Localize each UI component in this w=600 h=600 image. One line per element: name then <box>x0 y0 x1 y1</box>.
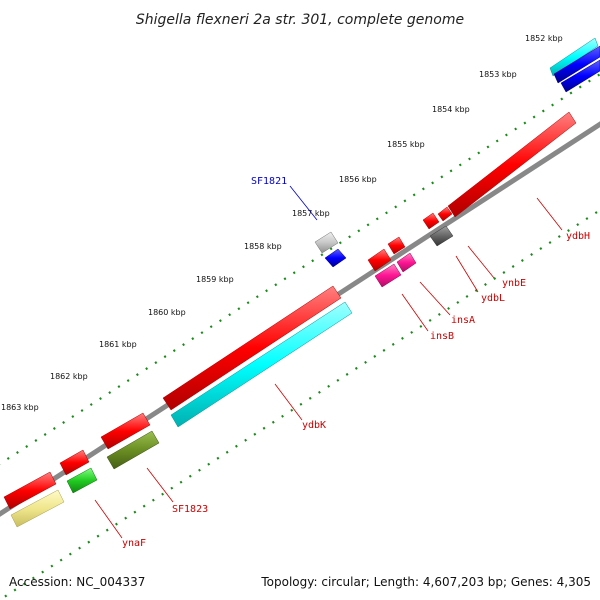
feature-dark-gray[interactable] <box>429 225 454 247</box>
gene-sf1823-fwd[interactable] <box>100 412 151 450</box>
gene-ydbH[interactable] <box>447 111 577 218</box>
tick-1856: 1856 kbp <box>339 175 377 184</box>
label-ydbK[interactable]: ydbK <box>302 420 326 431</box>
label-insA[interactable]: insA <box>451 315 475 326</box>
feature-green[interactable] <box>66 467 98 494</box>
gene-left-red[interactable] <box>3 471 57 510</box>
feature-sf1821-gray[interactable] <box>314 231 339 254</box>
feature-khaki[interactable] <box>10 489 65 528</box>
gene-ydbL[interactable] <box>422 212 440 230</box>
label-ydbL[interactable]: ydbL <box>481 293 505 304</box>
tick-1853: 1853 kbp <box>479 70 517 79</box>
gene-insA[interactable] <box>387 236 406 255</box>
inner-tick-track <box>0 144 600 600</box>
outer-tick-track <box>0 48 600 508</box>
feature-cyan-top[interactable] <box>549 37 599 77</box>
feature-blue-top-1[interactable] <box>553 45 600 84</box>
tick-1860: 1860 kbp <box>148 308 186 317</box>
topology-text: Topology: circular; Length: 4,607,203 bp… <box>260 575 591 589</box>
tick-1863: 1863 kbp <box>1 403 39 412</box>
feature-magenta-1[interactable] <box>396 252 417 273</box>
feature-cyan-ydbK[interactable] <box>170 301 353 428</box>
gene-ynbE[interactable] <box>437 206 453 222</box>
feature-blue-top-2[interactable] <box>560 59 600 93</box>
feature-sf1821-blue[interactable] <box>324 248 347 268</box>
forward-genes <box>3 111 577 510</box>
gene-labels: SF1821 ydbH ynbE ydbL insA insB ydbK SF1… <box>122 176 590 549</box>
label-ynbE[interactable]: ynbE <box>502 278 526 289</box>
tick-1855: 1855 kbp <box>387 140 425 149</box>
label-ydbH[interactable]: ydbH <box>566 231 590 242</box>
label-ynaF[interactable]: ynaF <box>122 538 146 549</box>
tick-1859: 1859 kbp <box>196 275 234 284</box>
tick-1861: 1861 kbp <box>99 340 137 349</box>
kbp-labels: 1852 kbp 1853 kbp 1854 kbp 1855 kbp 1856… <box>1 34 563 412</box>
gene-ydbK[interactable] <box>162 285 342 411</box>
tick-1857: 1857 kbp <box>292 209 330 218</box>
gene-insB[interactable] <box>367 248 392 272</box>
tick-1858: 1858 kbp <box>244 242 282 251</box>
feature-track <box>10 37 600 528</box>
tick-1852: 1852 kbp <box>525 34 563 43</box>
label-sf1821[interactable]: SF1821 <box>251 176 287 187</box>
tick-1854: 1854 kbp <box>432 105 470 114</box>
label-leaders <box>94 185 563 539</box>
tick-1862: 1862 kbp <box>50 372 88 381</box>
gene-ynaF-fwd[interactable] <box>59 449 90 476</box>
map-title: Shigella flexneri 2a str. 301, complete … <box>136 12 464 28</box>
label-insB[interactable]: insB <box>430 331 454 342</box>
accession-text: Accession: NC_004337 <box>9 575 145 589</box>
feature-magenta-2[interactable] <box>374 263 402 288</box>
feature-olive[interactable] <box>106 430 160 470</box>
label-sf1823[interactable]: SF1823 <box>172 504 208 515</box>
